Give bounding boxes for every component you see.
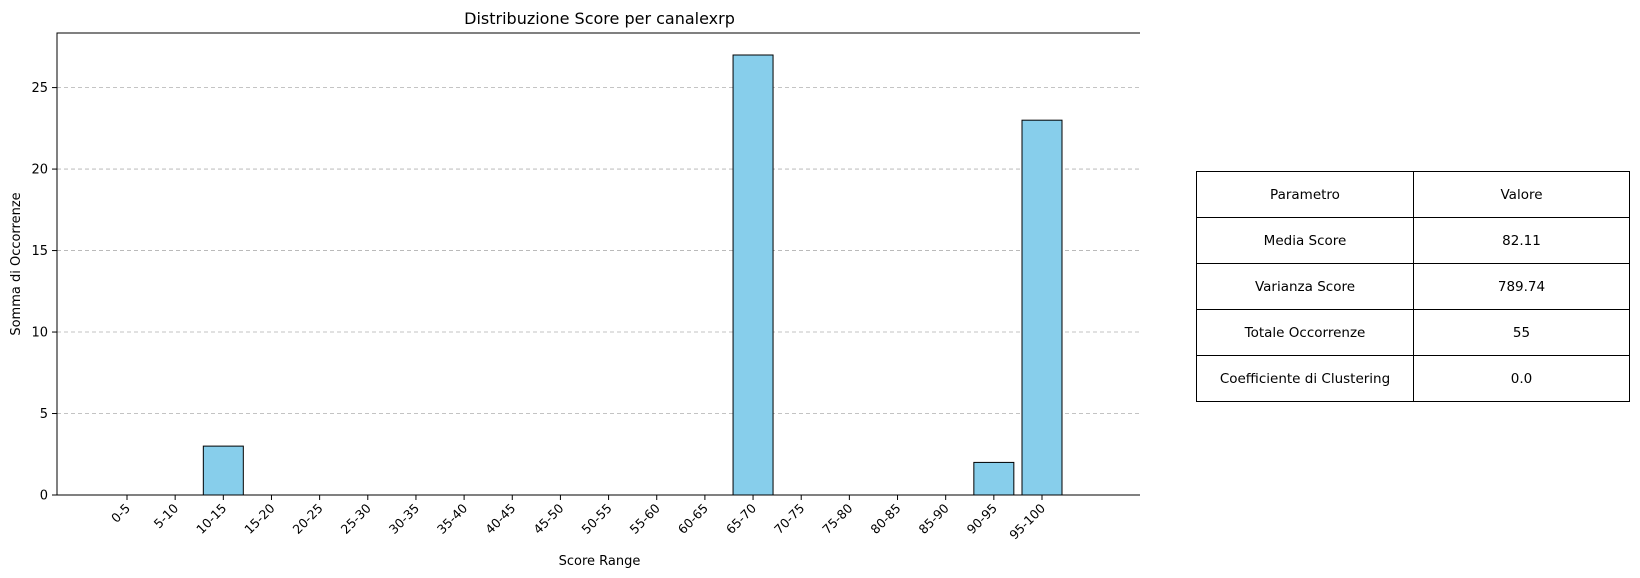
y-tick-label: 5	[40, 407, 48, 422]
bars	[202, 54, 1063, 496]
y-axis-label: Somma di Occorrenze	[9, 192, 24, 335]
plot-frame	[56, 32, 1140, 496]
x-tick-label: 95-100	[1006, 500, 1048, 542]
chart-title: Distribuzione Score per canalexrp	[464, 9, 735, 28]
x-tick-label: 0-5	[108, 501, 133, 526]
x-tick-label: 50-55	[578, 501, 614, 537]
x-tick-label: 25-30	[338, 500, 374, 536]
x-tick-label: 65-70	[723, 500, 759, 536]
grid-lines	[57, 87, 1140, 414]
y-axis: 0 5 10 15 20 25	[31, 81, 57, 504]
y-tick-label: 20	[31, 163, 48, 178]
x-tick-label: 60-65	[675, 501, 711, 537]
table-row: Media Score 82.11	[1196, 217, 1630, 264]
table-cell-value: 789.74	[1413, 263, 1630, 310]
x-tick-label: 5-10	[151, 500, 182, 531]
x-axis: 0-5 5-10 10-15 15-20 20-25 25-30 30-35 35-40 40-…	[108, 495, 1048, 542]
x-tick-label: 40-45	[482, 501, 518, 537]
x-tick-label: 75-80	[819, 500, 855, 536]
table-header-cell: Valore	[1413, 171, 1630, 218]
table-row: Totale Occorrenze 55	[1196, 309, 1630, 356]
table-cell-parameter: Totale Occorrenze	[1196, 309, 1414, 356]
table-cell-parameter: Media Score	[1196, 217, 1414, 264]
x-tick-label: 55-60	[627, 500, 663, 536]
x-tick-label: 20-25	[289, 501, 325, 537]
bar-95-100	[1021, 119, 1063, 496]
table-header-row: Parametro Valore	[1196, 171, 1630, 218]
table-cell-parameter: Coefficiente di Clustering	[1196, 355, 1414, 402]
y-tick-label: 0	[40, 489, 48, 504]
bar-chart: 0 5 10 15 20 25 0-5 5-10 10-15 15-20 20-25 25-30 30…	[9, 9, 1140, 569]
bar-90-95	[973, 461, 1015, 496]
x-tick-label: 10-15	[193, 501, 229, 537]
x-axis-label: Score Range	[559, 554, 641, 569]
table-cell-value: 0.0	[1413, 355, 1630, 402]
stats-table: Parametro Valore Media Score 82.11 Varia…	[1196, 171, 1630, 402]
y-tick-label: 25	[31, 81, 48, 96]
x-tick-label: 45-50	[530, 500, 566, 536]
x-tick-label: 30-35	[386, 501, 422, 537]
table-cell-value: 82.11	[1413, 217, 1630, 264]
y-tick-label: 15	[31, 244, 48, 259]
x-tick-label: 90-95	[964, 501, 1000, 537]
bar-65-70	[732, 54, 774, 496]
x-tick-label: 35-40	[434, 500, 470, 536]
x-tick-label: 80-85	[867, 501, 903, 537]
x-tick-label: 85-90	[916, 500, 952, 536]
y-tick-label: 10	[31, 326, 48, 341]
bar-10-15	[202, 445, 244, 496]
table-cell-parameter: Varianza Score	[1196, 263, 1414, 310]
table-row: Coefficiente di Clustering 0.0	[1196, 355, 1630, 402]
table-header-cell: Parametro	[1196, 171, 1414, 218]
table-cell-value: 55	[1413, 309, 1630, 356]
table-row: Varianza Score 789.74	[1196, 263, 1630, 310]
x-tick-label: 70-75	[771, 501, 807, 537]
x-tick-label: 15-20	[241, 500, 277, 536]
